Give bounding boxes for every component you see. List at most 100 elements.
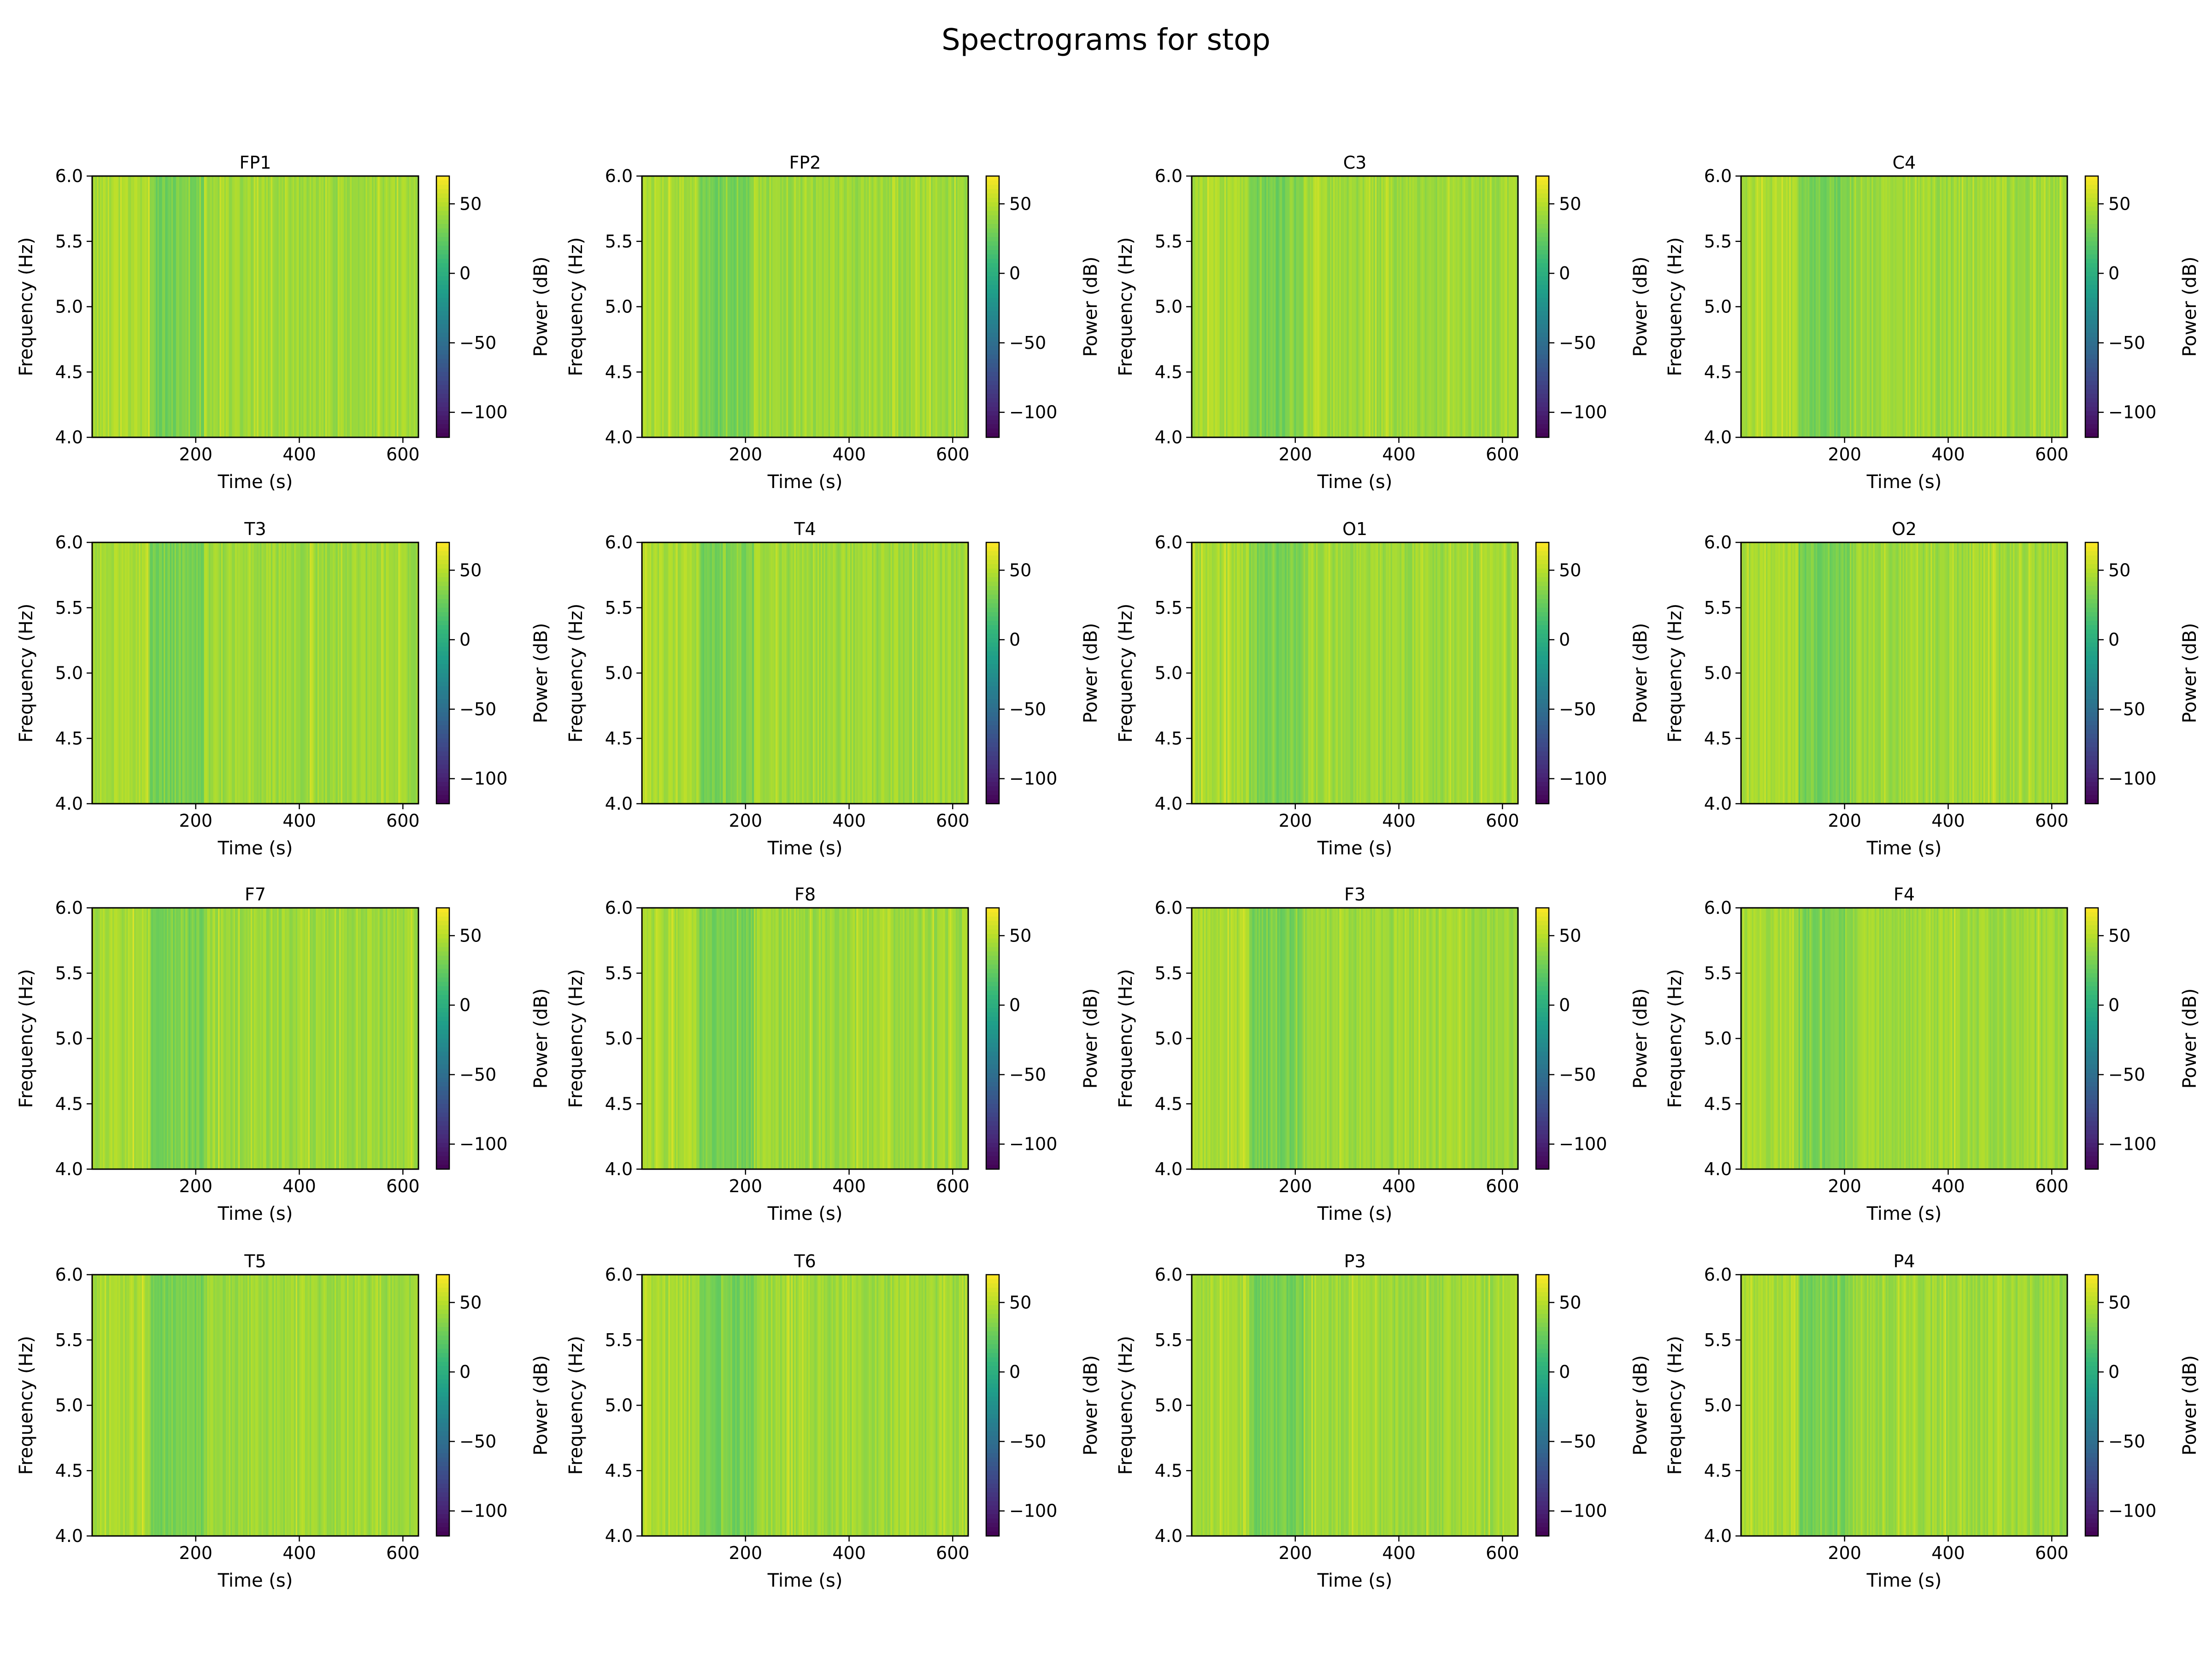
heatmap-cell [371,908,374,1169]
heatmap-cell [356,908,359,1169]
heatmap-cell [361,1275,363,1536]
colorbar-segment [2085,1340,2098,1345]
colorbar-segment [1536,1134,1549,1139]
heatmap-cell [940,1275,942,1536]
heatmap-cell [937,176,939,437]
heatmap-cell [1780,908,1782,1169]
heatmap-cell [135,176,138,437]
heatmap-cell [959,542,961,804]
heatmap-cell [159,176,161,437]
heatmap-cell [1471,176,1473,437]
heatmap-cell [1235,908,1237,1169]
y-tick-label: 5.5 [55,598,83,618]
y-axis-label: Frequency (Hz) [565,1336,587,1475]
colorbar-segment [1536,259,1549,264]
heatmap-cell [1960,1275,1962,1536]
heatmap-cell [325,542,327,804]
y-axis-label: Frequency (Hz) [1115,1336,1136,1475]
heatmap-cell [334,1275,336,1536]
heatmap-cell [909,542,911,804]
heatmap-cell [716,176,718,437]
heatmap-cell [2052,542,2054,804]
heatmap-cell [941,176,944,437]
heatmap-cell [1850,908,1852,1169]
colorbar-segment [436,999,449,1004]
heatmap-cell [1406,1275,1408,1536]
heatmap-cell [1857,908,1859,1169]
colorbar-segment [436,1357,449,1362]
y-tick-label: 5.5 [1704,598,1732,618]
heatmap-cell [1404,176,1406,437]
heatmap-cell [1828,1275,1830,1536]
heatmap-cell [1952,542,1954,804]
heatmap-cell [879,908,882,1169]
heatmap-cell [250,908,253,1169]
colorbar-segment [436,1051,449,1057]
colorbar-segment [2085,594,2098,600]
heatmap-cell [814,1275,817,1536]
heatmap-cell [1194,176,1197,437]
heatmap-cell [707,176,709,437]
heatmap-cell [1795,1275,1797,1536]
heatmap-cell [1885,542,1888,804]
heatmap-cell [1916,176,1918,437]
heatmap-cell [1238,542,1241,804]
colorbar-segment [1536,1160,1549,1165]
heatmap-cell [179,176,181,437]
heatmap-cell [760,176,762,437]
heatmap-cell [1999,176,2001,437]
heatmap-cell [1812,176,1815,437]
heatmap-cell [153,176,155,437]
heatmap-cell [311,176,313,437]
heatmap-cell [316,176,318,437]
colorbar-segment [1536,1375,1549,1380]
heatmap-cell [704,908,706,1169]
colorbar-segment [1536,1021,1549,1026]
heatmap-cell [2006,542,2009,804]
heatmap-cell [2033,908,2035,1169]
heatmap-cell [177,542,180,804]
heatmap-cell [1308,908,1310,1169]
y-tick-label: 4.0 [1704,1526,1732,1546]
heatmap-cell [1742,1275,1745,1536]
colorbar-segment [1536,1501,1549,1506]
heatmap-cell [1353,176,1355,437]
heatmap-cell [308,908,310,1169]
heatmap-cell [674,1275,677,1536]
heatmap-cell [702,176,705,437]
colorbar-segment [1536,712,1549,717]
heatmap-cell [825,176,827,437]
colorbar-segment [2085,1300,2098,1306]
heatmap-cell [274,908,276,1169]
heatmap-cell [2061,1275,2063,1536]
colorbar-segment [436,673,449,678]
heatmap-cell [1251,542,1253,804]
colorbar-segment [2085,1056,2098,1061]
subplot-title: T4 [794,519,816,539]
heatmap-cell [921,542,924,804]
heatmap-cell [1971,908,1973,1169]
heatmap-cell [240,176,242,437]
heatmap-cell [1756,908,1759,1169]
x-tick-label: 600 [386,811,420,831]
heatmap-cell [1409,908,1411,1169]
colorbar-segment [1536,769,1549,774]
colorbar-segment [436,717,449,722]
heatmap-p4 [1741,1275,2068,1536]
heatmap-cell [953,908,955,1169]
heatmap-cell [216,908,218,1169]
heatmap-cell [1862,908,1864,1169]
heatmap-cell [244,1275,247,1536]
heatmap-cell [1786,1275,1788,1536]
heatmap-cell [937,1275,939,1536]
heatmap-cell [329,908,332,1169]
heatmap-cell [244,908,247,1169]
colorbar-tick-label: 50 [1559,925,1581,946]
heatmap-cell [1454,908,1456,1169]
heatmap-cell [193,908,195,1169]
colorbar-segment [436,995,449,1000]
colorbar-segment [436,1305,449,1310]
heatmap-cell [1327,908,1329,1169]
